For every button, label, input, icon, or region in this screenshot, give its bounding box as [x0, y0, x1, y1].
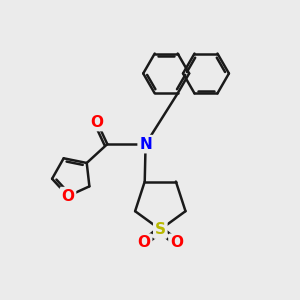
Text: O: O — [61, 189, 74, 204]
Text: O: O — [170, 235, 183, 250]
Text: S: S — [155, 222, 166, 237]
Text: N: N — [139, 136, 152, 152]
Text: O: O — [91, 115, 103, 130]
Text: O: O — [138, 235, 151, 250]
